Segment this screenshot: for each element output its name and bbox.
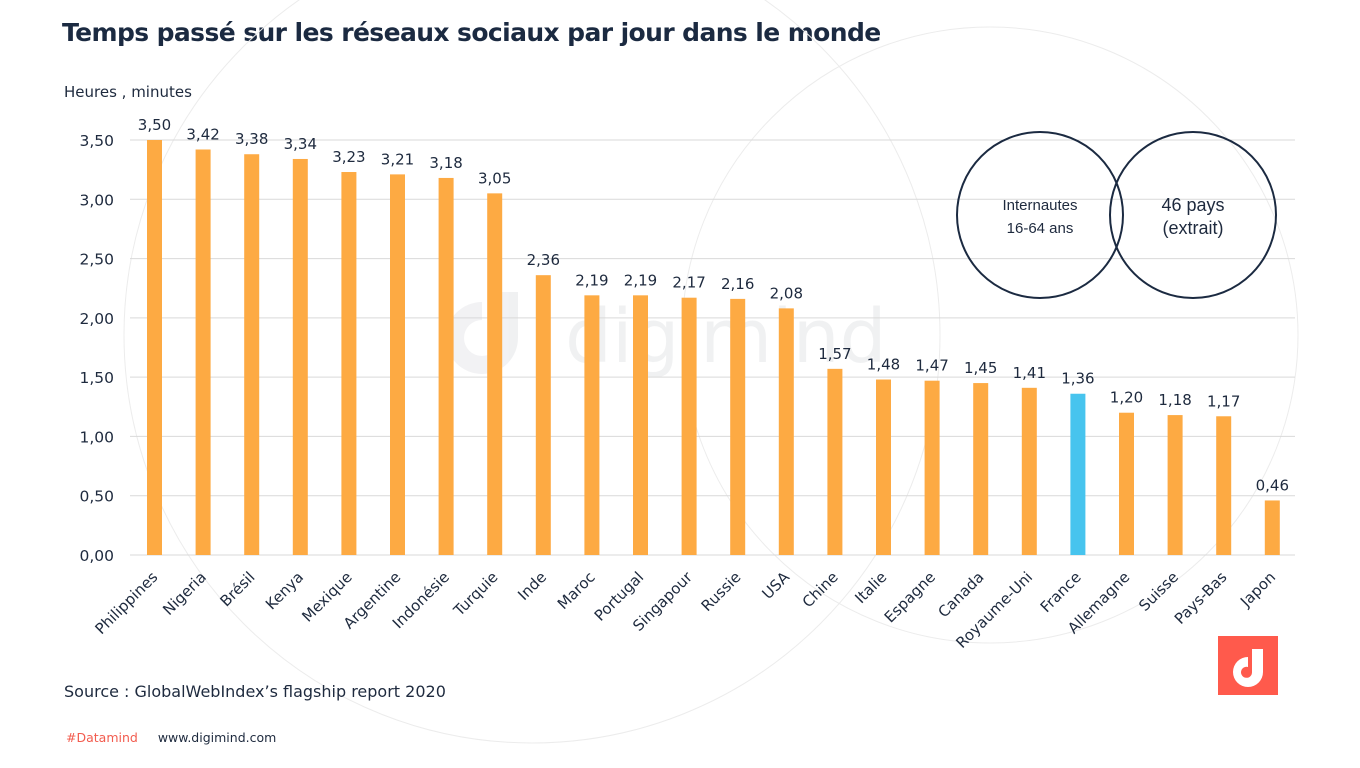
x-tick-label: France bbox=[1037, 568, 1085, 616]
y-axis-ticks: 0,00 0,50 1,00 1,50 2,00 2,50 3,00 3,50 bbox=[79, 132, 114, 565]
digimind-logo bbox=[1218, 636, 1278, 695]
x-tick-label: Inde bbox=[514, 568, 550, 604]
x-tick-label: Turquie bbox=[449, 568, 501, 620]
value-label: 1,48 bbox=[867, 356, 900, 374]
value-label: 1,18 bbox=[1158, 391, 1191, 409]
bar-espagne bbox=[924, 380, 940, 555]
x-tick-label: Maroc bbox=[554, 568, 599, 613]
annotation-circle-audience bbox=[956, 131, 1124, 299]
bar-france bbox=[1070, 393, 1086, 555]
value-label: 2,17 bbox=[672, 274, 705, 292]
footer: #Datamind www.digimind.com bbox=[66, 730, 276, 745]
x-tick-label: Kenya bbox=[262, 568, 307, 613]
value-label: 0,46 bbox=[1256, 476, 1289, 494]
value-label: 2,16 bbox=[721, 275, 754, 293]
bar-singapour bbox=[681, 297, 697, 555]
watermark-logo-icon bbox=[446, 292, 518, 374]
bar-philippines bbox=[147, 140, 162, 555]
website-link[interactable]: www.digimind.com bbox=[157, 730, 277, 745]
value-label: 1,36 bbox=[1061, 370, 1094, 388]
x-tick-label: Japon bbox=[1236, 568, 1279, 611]
bar-allemagne bbox=[1119, 412, 1134, 555]
bars bbox=[147, 140, 1280, 555]
background-circle-left bbox=[123, 0, 941, 744]
value-label: 3,05 bbox=[478, 169, 511, 187]
bar-argentine bbox=[390, 174, 405, 555]
value-label: 1,45 bbox=[964, 359, 997, 377]
value-label: 2,19 bbox=[575, 271, 608, 289]
x-tick-label: Russie bbox=[698, 568, 745, 615]
chart-title: Temps passé sur les réseaux sociaux par … bbox=[62, 18, 881, 47]
value-label: 3,42 bbox=[186, 125, 219, 143]
x-tick-label: Espagne bbox=[881, 568, 939, 626]
value-label: 1,41 bbox=[1013, 364, 1046, 382]
hashtag-link[interactable]: #Datamind bbox=[66, 730, 138, 745]
watermark-text: digimind bbox=[565, 294, 887, 380]
y-tick-label: 3,50 bbox=[79, 132, 114, 150]
bar-italie bbox=[876, 379, 891, 555]
y-tick-label: 0,50 bbox=[79, 488, 114, 506]
y-tick-label: 3,00 bbox=[79, 191, 114, 209]
bar-suisse bbox=[1167, 415, 1183, 555]
x-tick-label: Chine bbox=[799, 568, 842, 611]
bar-usa bbox=[778, 308, 794, 555]
value-label: 2,36 bbox=[527, 251, 560, 269]
bar-canada bbox=[973, 383, 989, 555]
y-tick-label: 1,50 bbox=[79, 369, 114, 387]
value-label: 2,19 bbox=[624, 271, 657, 289]
source-citation: Source : GlobalWebIndex’s flagship repor… bbox=[64, 682, 446, 701]
x-tick-label: Nigeria bbox=[159, 568, 210, 619]
value-label: 1,57 bbox=[818, 345, 851, 363]
x-tick-label: Philippines bbox=[91, 568, 161, 638]
bar-chine bbox=[827, 368, 843, 555]
value-label: 1,17 bbox=[1207, 392, 1240, 410]
bar-br-sil bbox=[244, 154, 260, 555]
value-label: 3,21 bbox=[381, 150, 414, 168]
x-tick-label: Brésil bbox=[216, 568, 258, 610]
value-label: 3,18 bbox=[429, 154, 462, 172]
bar-royaume-uni bbox=[1021, 387, 1037, 555]
value-label: 3,34 bbox=[284, 135, 317, 153]
annotation-countries-line2: (extrait) bbox=[1162, 218, 1223, 238]
value-label: 1,47 bbox=[915, 357, 948, 375]
bar-kenya bbox=[292, 158, 308, 555]
digimind-watermark: digimind bbox=[446, 292, 887, 380]
bar-nigeria bbox=[195, 149, 211, 555]
bar-maroc bbox=[584, 295, 600, 555]
bar-pays-bas bbox=[1216, 416, 1232, 555]
annotation-venn: Internautes 16-64 ans 46 pays (extrait) bbox=[956, 131, 1277, 299]
value-labels: 3,50 3,42 3,38 3,34 3,23 3,21 3,18 3,05 2,36 2,19… bbox=[138, 116, 1289, 494]
bar-mexique bbox=[341, 172, 357, 555]
y-tick-label: 0,00 bbox=[79, 547, 114, 565]
y-axis-unit-label: Heures , minutes bbox=[64, 83, 192, 101]
value-label: 2,08 bbox=[770, 284, 803, 302]
x-tick-label: Italie bbox=[851, 568, 890, 607]
y-tick-label: 2,50 bbox=[79, 251, 114, 269]
value-label: 3,50 bbox=[138, 116, 171, 134]
bar-indon-sie bbox=[438, 177, 454, 555]
bar-turquie bbox=[487, 193, 503, 555]
bar-inde bbox=[535, 275, 551, 555]
y-tick-label: 1,00 bbox=[79, 428, 114, 446]
digimind-logo-icon bbox=[1233, 649, 1263, 687]
gridlines bbox=[130, 139, 1295, 556]
annotation-audience-line1: Internautes bbox=[1002, 197, 1077, 214]
annotation-countries-line1: 46 pays bbox=[1161, 195, 1224, 215]
bar-russie bbox=[730, 298, 746, 555]
annotation-circle-countries bbox=[1109, 131, 1277, 299]
annotation-audience-line2: 16-64 ans bbox=[1007, 220, 1074, 237]
value-label: 3,23 bbox=[332, 148, 365, 166]
x-tick-label: USA bbox=[758, 568, 793, 603]
value-label: 1,20 bbox=[1110, 389, 1143, 407]
y-tick-label: 2,00 bbox=[79, 310, 114, 328]
x-tick-label: Suisse bbox=[1135, 568, 1182, 615]
bar-japon bbox=[1264, 500, 1280, 555]
bar-portugal bbox=[633, 295, 648, 555]
value-label: 3,38 bbox=[235, 130, 268, 148]
